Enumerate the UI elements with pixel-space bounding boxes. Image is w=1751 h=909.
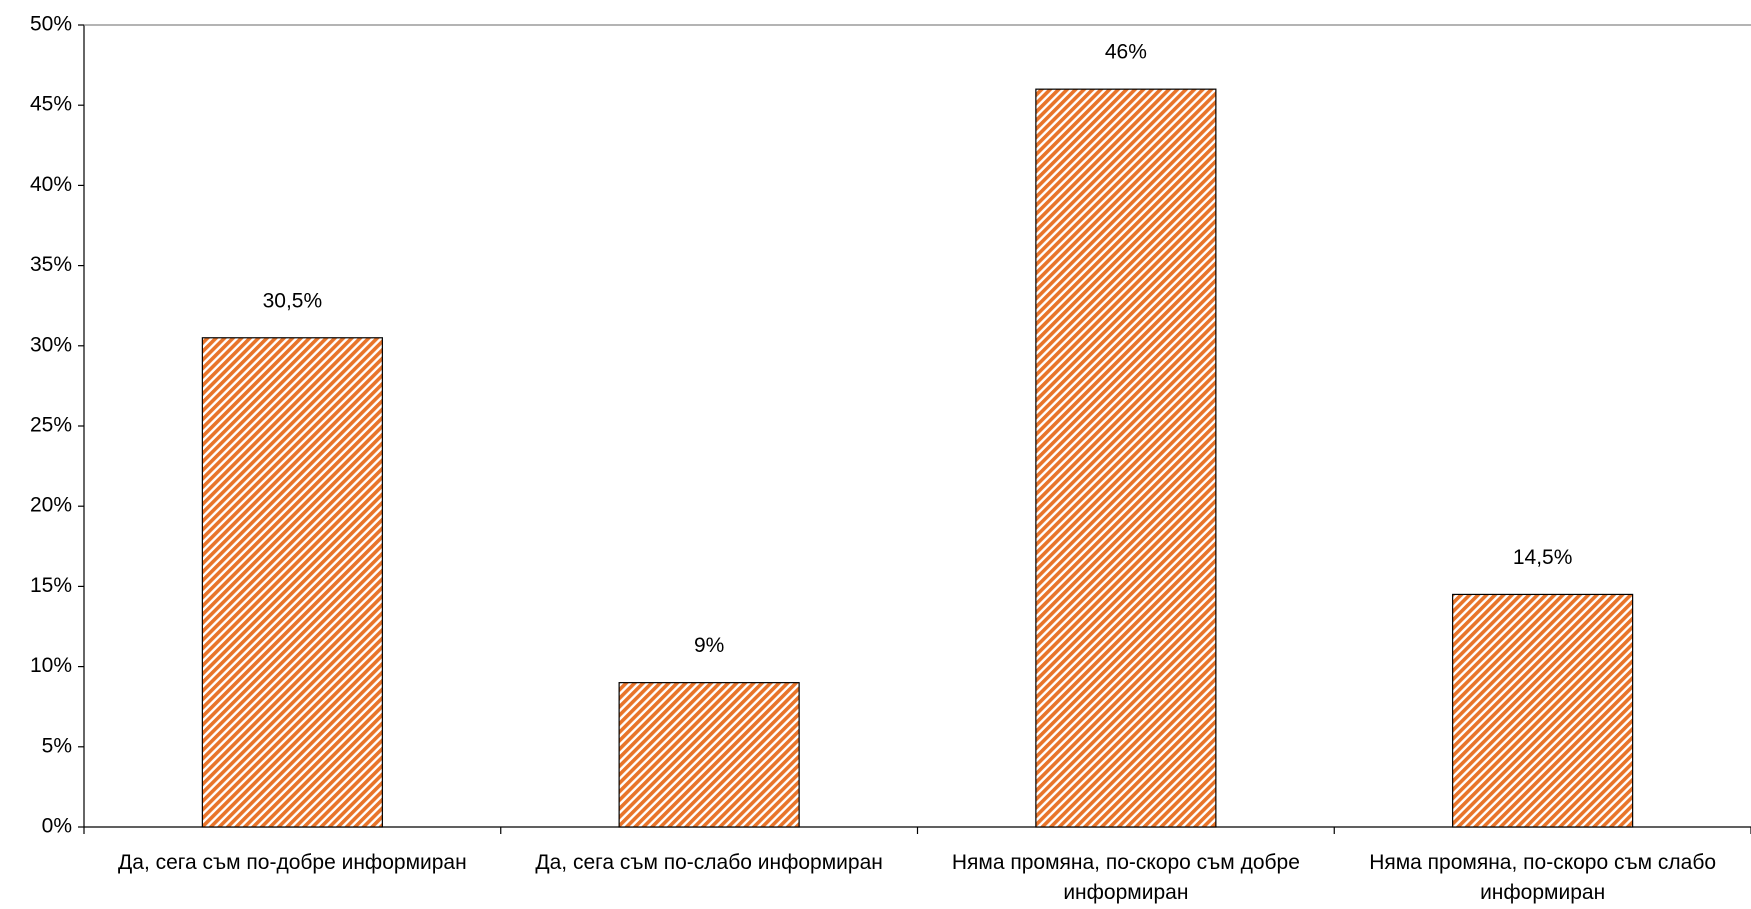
value-label: 9% <box>694 634 724 657</box>
bar <box>201 337 383 828</box>
y-tick-label: 50% <box>30 13 72 36</box>
value-label: 46% <box>1105 41 1147 64</box>
y-tick-label: 0% <box>42 815 72 838</box>
y-tick-label: 40% <box>30 173 72 196</box>
x-tick-label: Няма промяна, по-скоро съм слабо информир… <box>1369 851 1716 904</box>
bar <box>618 682 800 828</box>
bar <box>1035 88 1217 828</box>
value-label: 30,5% <box>263 289 323 312</box>
x-tick-label: Няма промяна, по-скоро съм добре информир… <box>952 851 1300 904</box>
y-tick-label: 5% <box>42 734 72 757</box>
y-tick-label: 15% <box>30 574 72 597</box>
x-tick-label: Да, сега съм по-слабо информиран <box>535 851 882 874</box>
bar <box>1452 593 1634 828</box>
y-tick-label: 45% <box>30 93 72 116</box>
y-tick-label: 30% <box>30 333 72 356</box>
y-tick-label: 10% <box>30 654 72 677</box>
y-tick-label: 35% <box>30 253 72 276</box>
x-tick-label: Да, сега съм по-добре информиран <box>118 851 467 874</box>
y-tick-label: 20% <box>30 494 72 517</box>
y-tick-label: 25% <box>30 414 72 437</box>
value-label: 14,5% <box>1513 546 1573 569</box>
